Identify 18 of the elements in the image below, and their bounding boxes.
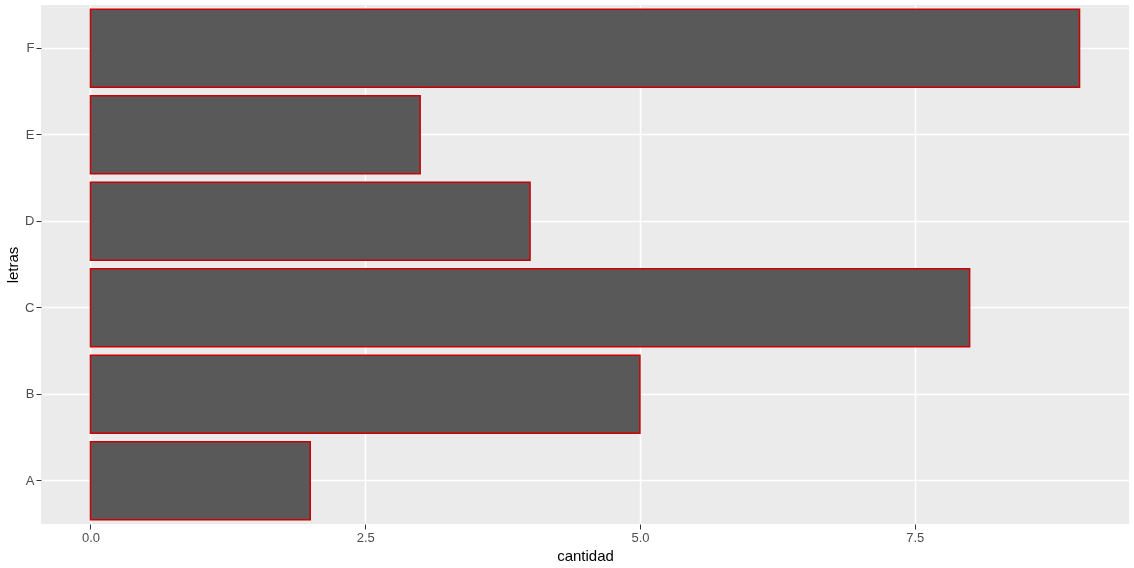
bar xyxy=(89,354,641,434)
x-tick-label: 5.0 xyxy=(631,529,650,545)
bar xyxy=(89,181,531,261)
x-tick-label: 0.0 xyxy=(81,529,100,545)
bar xyxy=(89,8,1081,88)
y-tick-label: B xyxy=(25,386,35,402)
y-tick-label: F xyxy=(26,40,35,56)
bar xyxy=(89,441,311,521)
y-tick-label: D xyxy=(25,213,35,229)
y-axis-title: letras xyxy=(4,246,22,284)
x-tick-label: 2.5 xyxy=(356,529,375,545)
y-tick-label: E xyxy=(25,126,35,142)
bar xyxy=(89,268,971,348)
x-axis-title: cantidad xyxy=(557,546,614,564)
x-tick-label: 7.5 xyxy=(906,529,925,545)
y-tick-label: A xyxy=(25,472,35,488)
y-tick-label: C xyxy=(25,299,35,315)
bar xyxy=(89,95,421,175)
